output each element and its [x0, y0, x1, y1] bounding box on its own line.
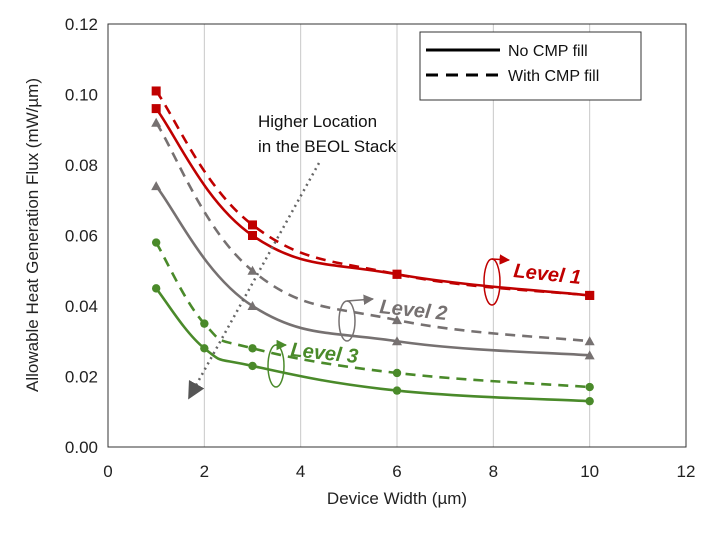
data-point-triangle — [247, 265, 258, 275]
data-point-square — [392, 269, 402, 279]
level2-solid-series — [151, 181, 595, 360]
data-point-circle — [585, 396, 594, 406]
data-point-square — [151, 104, 161, 114]
x-tick-label: 10 — [580, 462, 599, 481]
data-point-square — [248, 231, 257, 240]
plot-area-frame — [107, 23, 687, 448]
data-point-triangle — [151, 117, 162, 127]
x-tick-label: 6 — [392, 462, 401, 481]
y-tick-label: 0.08 — [65, 156, 98, 175]
data-point-square — [585, 290, 595, 300]
annotation-line-1: Higher Location — [258, 112, 377, 131]
data-point-triangle — [584, 350, 595, 360]
level3-dashed-line — [155, 241, 590, 389]
level3-dashed-series — [151, 238, 594, 392]
level1-dashed-line — [155, 90, 590, 297]
x-axis-title: Device Width (µm) — [327, 489, 467, 508]
level-1-annotation: Level 1 — [483, 254, 582, 306]
level-2-annotation: Level 2 — [338, 294, 448, 342]
level-3-label: Level 3 — [289, 339, 359, 368]
data-point-circle — [200, 319, 209, 328]
level-3-ellipse — [267, 344, 285, 388]
data-point-circle — [585, 382, 594, 392]
beol-annotation: Higher Location in the BEOL Stack — [187, 112, 397, 400]
y-tick-label: 0.06 — [65, 227, 98, 246]
data-point-triangle — [151, 181, 162, 191]
data-point-circle — [392, 386, 402, 395]
level2-solid-line — [155, 185, 590, 357]
level-1-label: Level 1 — [512, 260, 582, 289]
level-2-arrow — [346, 294, 375, 305]
data-point-triangle — [392, 315, 402, 325]
level-1-ellipse — [483, 258, 501, 306]
x-tick-label: 12 — [677, 462, 696, 481]
level-1-arrow — [491, 254, 511, 265]
data-point-square — [248, 220, 257, 230]
x-tick-label: 8 — [489, 462, 498, 481]
y-tick-label: 0.02 — [65, 368, 98, 387]
annotation-line-2: in the BEOL Stack — [258, 137, 397, 156]
data-point-circle — [392, 368, 402, 378]
data-point-circle — [200, 344, 209, 353]
y-tick-label: 0.10 — [65, 86, 98, 105]
data-point-triangle — [392, 336, 402, 346]
data-point-circle — [151, 284, 161, 293]
y-tick-label: 0.12 — [65, 15, 98, 34]
data-point-square — [151, 86, 161, 96]
legend-label-with-cmp: With CMP fill — [508, 68, 599, 85]
data-point-triangle — [584, 336, 595, 346]
x-tick-label: 2 — [200, 462, 209, 481]
data-point-circle — [248, 344, 257, 353]
y-tick-label: 0.00 — [65, 438, 98, 457]
y-axis-title: Allowable Heat Generation Flux (mW/µm) — [23, 78, 42, 392]
legend-label-no-cmp: No CMP fill — [508, 43, 588, 60]
y-tick-label: 0.04 — [65, 297, 98, 316]
data-point-circle — [151, 238, 161, 247]
data-point-circle — [248, 361, 257, 371]
beol-arrow — [187, 162, 321, 400]
level3-solid-series — [151, 284, 594, 406]
x-tick-label: 0 — [103, 462, 112, 481]
axes: 0 2 4 6 8 10 12 0.00 0.02 0.04 0.06 0.08 0.10 0.12 — [65, 15, 696, 481]
data-point-triangle — [247, 301, 258, 310]
level1-dashed-series — [151, 86, 595, 300]
level-2-label: Level 2 — [378, 296, 448, 325]
level2-dashed-line — [155, 121, 590, 343]
legend-box — [419, 31, 642, 101]
level2-dashed-series — [151, 117, 595, 346]
data-series — [151, 86, 595, 406]
x-tick-label: 4 — [296, 462, 305, 481]
legend: No CMP fill With CMP fill — [419, 31, 642, 101]
